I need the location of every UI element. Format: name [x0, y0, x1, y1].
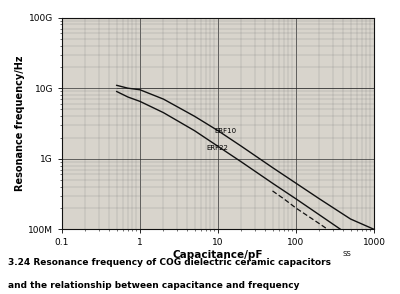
- Text: ERF22: ERF22: [206, 146, 228, 151]
- Text: ERF10: ERF10: [214, 128, 236, 134]
- Text: SS: SS: [343, 251, 352, 257]
- Text: 3.24 Resonance frequency of COG dielectric ceramic capacitors: 3.24 Resonance frequency of COG dielectr…: [8, 258, 331, 267]
- Text: and the relationship between capacitance and frequency: and the relationship between capacitance…: [8, 281, 300, 290]
- X-axis label: Capacitance/pF: Capacitance/pF: [173, 250, 263, 260]
- Y-axis label: Resonance frequency/Hz: Resonance frequency/Hz: [15, 56, 25, 191]
